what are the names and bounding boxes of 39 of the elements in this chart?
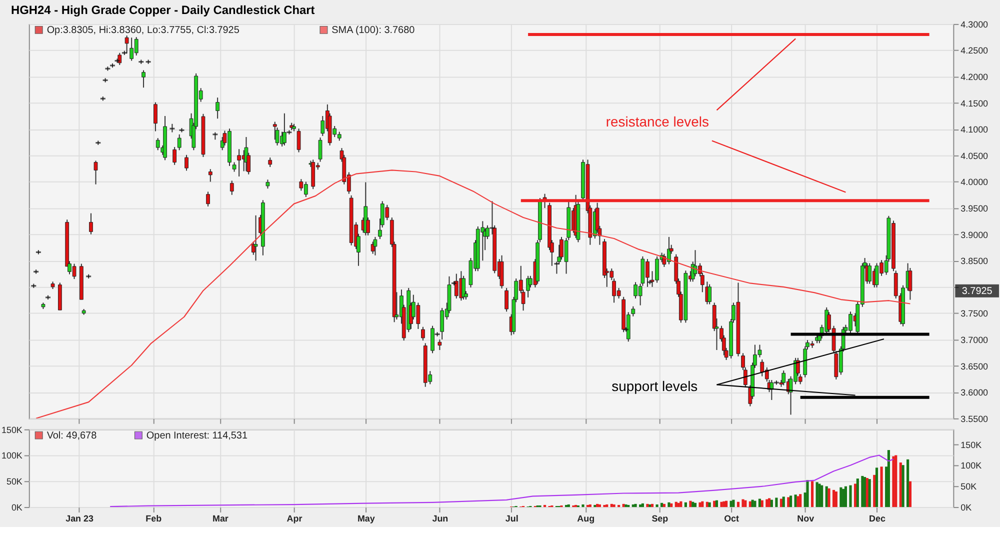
x-tick-label: Jul (505, 513, 518, 524)
x-tick-label: Aug (577, 513, 595, 524)
x-tick-label: Sep (652, 513, 669, 524)
legend-label: Op:3.8305, Hi:3.8360, Lo:3.7755, Cl:3.7925 (46, 24, 240, 36)
x-tick-label: Oct (724, 513, 740, 524)
annotation: resistance levels (606, 114, 709, 130)
x-tick-label: Apr (286, 513, 303, 524)
y-tick-label: 4.1000 (960, 124, 988, 135)
y-tick-label: 4.0500 (960, 150, 988, 161)
x-tick-label: Feb (146, 513, 162, 524)
y-tick-label: 100K (1, 450, 22, 461)
text: 3.7925 (962, 286, 993, 297)
annotation: support levels (612, 378, 698, 394)
y-tick-label: 4.3000 (960, 19, 988, 30)
y-tick-label: 4.2500 (960, 46, 988, 56)
legend-label: Vol: 49,678 (46, 430, 98, 442)
y-tick-label: 3.9000 (960, 230, 988, 240)
y-tick-label: 3.7000 (960, 334, 988, 345)
chart-title: HGH24 - High Grade Copper - Daily Candlestick Chart (10, 3, 315, 17)
y-tick-label: 3.8500 (960, 256, 988, 266)
x-tick-label: Jun (432, 513, 448, 524)
y-tick-label: 0K (11, 502, 22, 513)
y-tick-label: 4.2000 (960, 72, 988, 82)
legend-label: SMA (100): 3.7680 (332, 24, 416, 36)
x-tick-label: Dec (869, 513, 886, 524)
x-tick-label: May (357, 513, 375, 524)
y-tick-label: 4.0000 (960, 177, 988, 188)
legend-label: Open Interest: 114,531 (146, 430, 248, 442)
y-tick-label: 50K (6, 476, 22, 487)
x-tick-label: Mar (212, 513, 229, 524)
y-tick-label: 150K (1, 424, 22, 435)
y-tick-label: 3.7500 (960, 308, 988, 319)
x-tick-label: Nov (797, 513, 814, 524)
y-tick-label: 3.6500 (960, 361, 988, 372)
y-tick-label: 4.1500 (960, 98, 988, 108)
x-tick-label: Jan 23 (66, 513, 94, 524)
y-tick-label: 3.6000 (960, 388, 988, 398)
y-tick-label: 3.5500 (960, 414, 988, 424)
y-tick-label: 3.9500 (960, 204, 988, 214)
